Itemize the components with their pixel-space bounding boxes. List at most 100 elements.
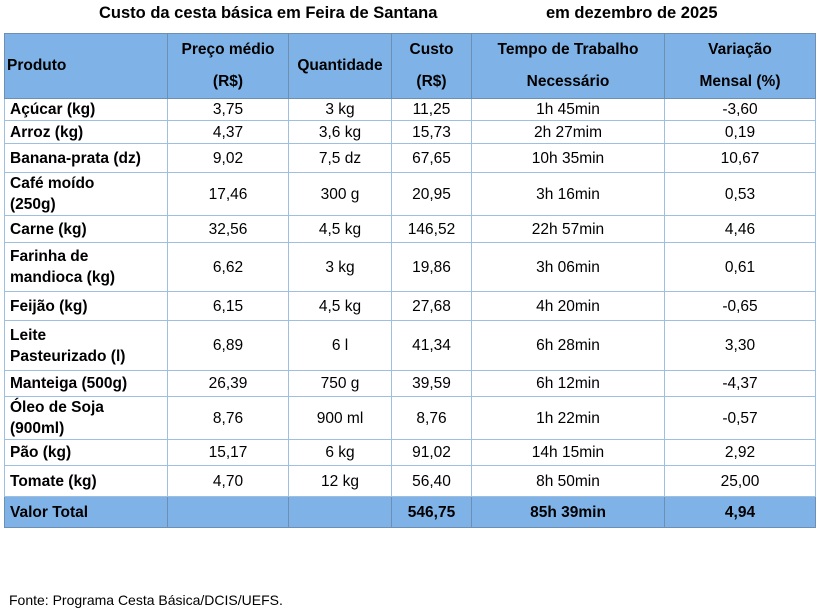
produto-cell: Carne (kg)	[4, 215, 168, 243]
quantidade-cell: 3 kg	[288, 242, 392, 292]
table-row: Açúcar (kg) 3,75 3 kg 11,25 1h 45min -3,60	[4, 98, 816, 121]
produto-name-line1: Arroz (kg)	[10, 123, 84, 141]
total-custo: 546,75	[391, 496, 472, 528]
produto-name-line2: (900ml)	[10, 420, 65, 437]
tempo-cell: 22h 57min	[471, 215, 665, 243]
produto-cell: Manteiga (500g)	[4, 370, 168, 397]
produto-cell: Café moído (250g)	[4, 172, 168, 216]
variacao-cell: 0,53	[664, 172, 816, 216]
custo-cell: 11,25	[391, 98, 472, 121]
table-row: Banana-prata (dz) 9,02 7,5 dz 67,65 10h 35mi…	[4, 143, 816, 173]
tempo-cell: 2h 27mim	[471, 120, 665, 144]
preco-cell: 4,70	[167, 465, 289, 497]
produto-cell: Pão (kg)	[4, 439, 168, 466]
table-title: Custo da cesta básica em Feira de Santan…	[0, 4, 820, 26]
preco-cell: 6,89	[167, 320, 289, 371]
produto-cell: Açúcar (kg)	[4, 98, 168, 121]
preco-cell: 9,02	[167, 143, 289, 173]
source-note: Fonte: Programa Cesta Básica/DCIS/UEFS.	[9, 592, 283, 608]
produto-name-line1: Farinha de	[10, 248, 89, 265]
preco-cell: 17,46	[167, 172, 289, 216]
header-tempo-line1: Tempo de Trabalho	[497, 41, 639, 58]
quantidade-cell: 750 g	[288, 370, 392, 397]
total-variacao: 4,94	[664, 496, 816, 528]
preco-cell: 6,15	[167, 291, 289, 321]
table-row: Manteiga (500g) 26,39 750 g 39,59 6h 12min -4…	[4, 370, 816, 397]
header-preco: Preço médio (R$)	[167, 33, 289, 99]
produto-name-line2: (250g)	[10, 196, 56, 213]
variacao-cell: 0,19	[664, 120, 816, 144]
quantidade-cell: 4,5 kg	[288, 291, 392, 321]
variacao-cell: -0,57	[664, 396, 816, 440]
total-quantidade-cell	[288, 496, 392, 528]
preco-cell: 3,75	[167, 98, 289, 121]
custo-cell: 56,40	[391, 465, 472, 497]
tempo-cell: 14h 15min	[471, 439, 665, 466]
produto-name-line2: Pasteurizado (l)	[10, 347, 126, 365]
header-row: Produto Preço médio (R$) Quantidade Cust…	[4, 33, 816, 99]
tempo-cell: 1h 45min	[471, 98, 665, 121]
quantidade-cell: 900 ml	[288, 396, 392, 440]
quantidade-cell: 4,5 kg	[288, 215, 392, 243]
quantidade-cell: 300 g	[288, 172, 392, 216]
preco-cell: 15,17	[167, 439, 289, 466]
header-preco-line2: (R$)	[212, 73, 244, 90]
custo-cell: 20,95	[391, 172, 472, 216]
custo-cell: 15,73	[391, 120, 472, 144]
produto-name-line1: Café moído	[10, 175, 95, 192]
quantidade-cell: 7,5 dz	[288, 143, 392, 173]
quantidade-cell: 3 kg	[288, 98, 392, 121]
quantidade-cell: 12 kg	[288, 465, 392, 497]
table-row: Pão (kg) 15,17 6 kg 91,02 14h 15min 2,92	[4, 439, 816, 466]
variacao-cell: 0,61	[664, 242, 816, 292]
variacao-cell: 3,30	[664, 320, 816, 371]
total-preco-cell	[167, 496, 289, 528]
tempo-cell: 4h 20min	[471, 291, 665, 321]
custo-cell: 67,65	[391, 143, 472, 173]
quantidade-cell: 6 kg	[288, 439, 392, 466]
produto-cell: Tomate (kg)	[4, 465, 168, 497]
table-row: Farinha de mandioca (kg) 6,62 3 kg 19,86 3h 0…	[4, 242, 816, 292]
variacao-cell: 4,46	[664, 215, 816, 243]
title-left: Custo da cesta básica em Feira de Santan…	[99, 4, 438, 22]
quantidade-cell: 6 l	[288, 320, 392, 371]
custo-cell: 8,76	[391, 396, 472, 440]
variacao-cell: 10,67	[664, 143, 816, 173]
produto-cell: Feijão (kg)	[4, 291, 168, 321]
tempo-cell: 6h 12min	[471, 370, 665, 397]
tempo-cell: 8h 50min	[471, 465, 665, 497]
preco-cell: 32,56	[167, 215, 289, 243]
produto-name-line1: Pão (kg)	[10, 444, 72, 461]
produto-name-line1: Tomate (kg)	[10, 472, 97, 490]
total-label: Valor Total	[4, 496, 168, 528]
variacao-cell: 2,92	[664, 439, 816, 466]
produto-cell: Banana-prata (dz)	[4, 143, 168, 173]
produto-cell: Farinha de mandioca (kg)	[4, 242, 168, 292]
preco-cell: 8,76	[167, 396, 289, 440]
variacao-cell: -4,37	[664, 370, 816, 397]
preco-cell: 6,62	[167, 242, 289, 292]
produto-name-line1: Feijão (kg)	[10, 297, 88, 315]
custo-cell: 19,86	[391, 242, 472, 292]
header-variacao-line2: Mensal (%)	[699, 73, 781, 90]
variacao-cell: -3,60	[664, 98, 816, 121]
tempo-cell: 6h 28min	[471, 320, 665, 371]
tempo-cell: 3h 06min	[471, 242, 665, 292]
produto-name-line1: Açúcar (kg)	[10, 101, 96, 118]
header-variacao-line1: Variação	[708, 41, 772, 58]
produto-cell: Óleo de Soja (900ml)	[4, 396, 168, 440]
custo-cell: 27,68	[391, 291, 472, 321]
custo-cell: 91,02	[391, 439, 472, 466]
table-row: Leite Pasteurizado (l) 6,89 6 l 41,34 6h 28mi…	[4, 320, 816, 371]
total-row: Valor Total 546,75 85h 39min 4,94	[4, 496, 816, 528]
preco-cell: 26,39	[167, 370, 289, 397]
produto-name-line1: Carne (kg)	[10, 220, 87, 238]
table-row: Feijão (kg) 6,15 4,5 kg 27,68 4h 20min -0,65	[4, 291, 816, 321]
header-tempo-line2: Necessário	[526, 73, 610, 90]
price-table: Produto Preço médio (R$) Quantidade Cust…	[4, 33, 816, 528]
header-tempo: Tempo de Trabalho Necessário	[471, 33, 665, 99]
header-preco-line1: Preço médio	[181, 41, 275, 58]
title-right: em dezembro de 2025	[546, 4, 718, 22]
table-row: Arroz (kg) 4,37 3,6 kg 15,73 2h 27mim 0,19	[4, 120, 816, 144]
custo-cell: 146,52	[391, 215, 472, 243]
